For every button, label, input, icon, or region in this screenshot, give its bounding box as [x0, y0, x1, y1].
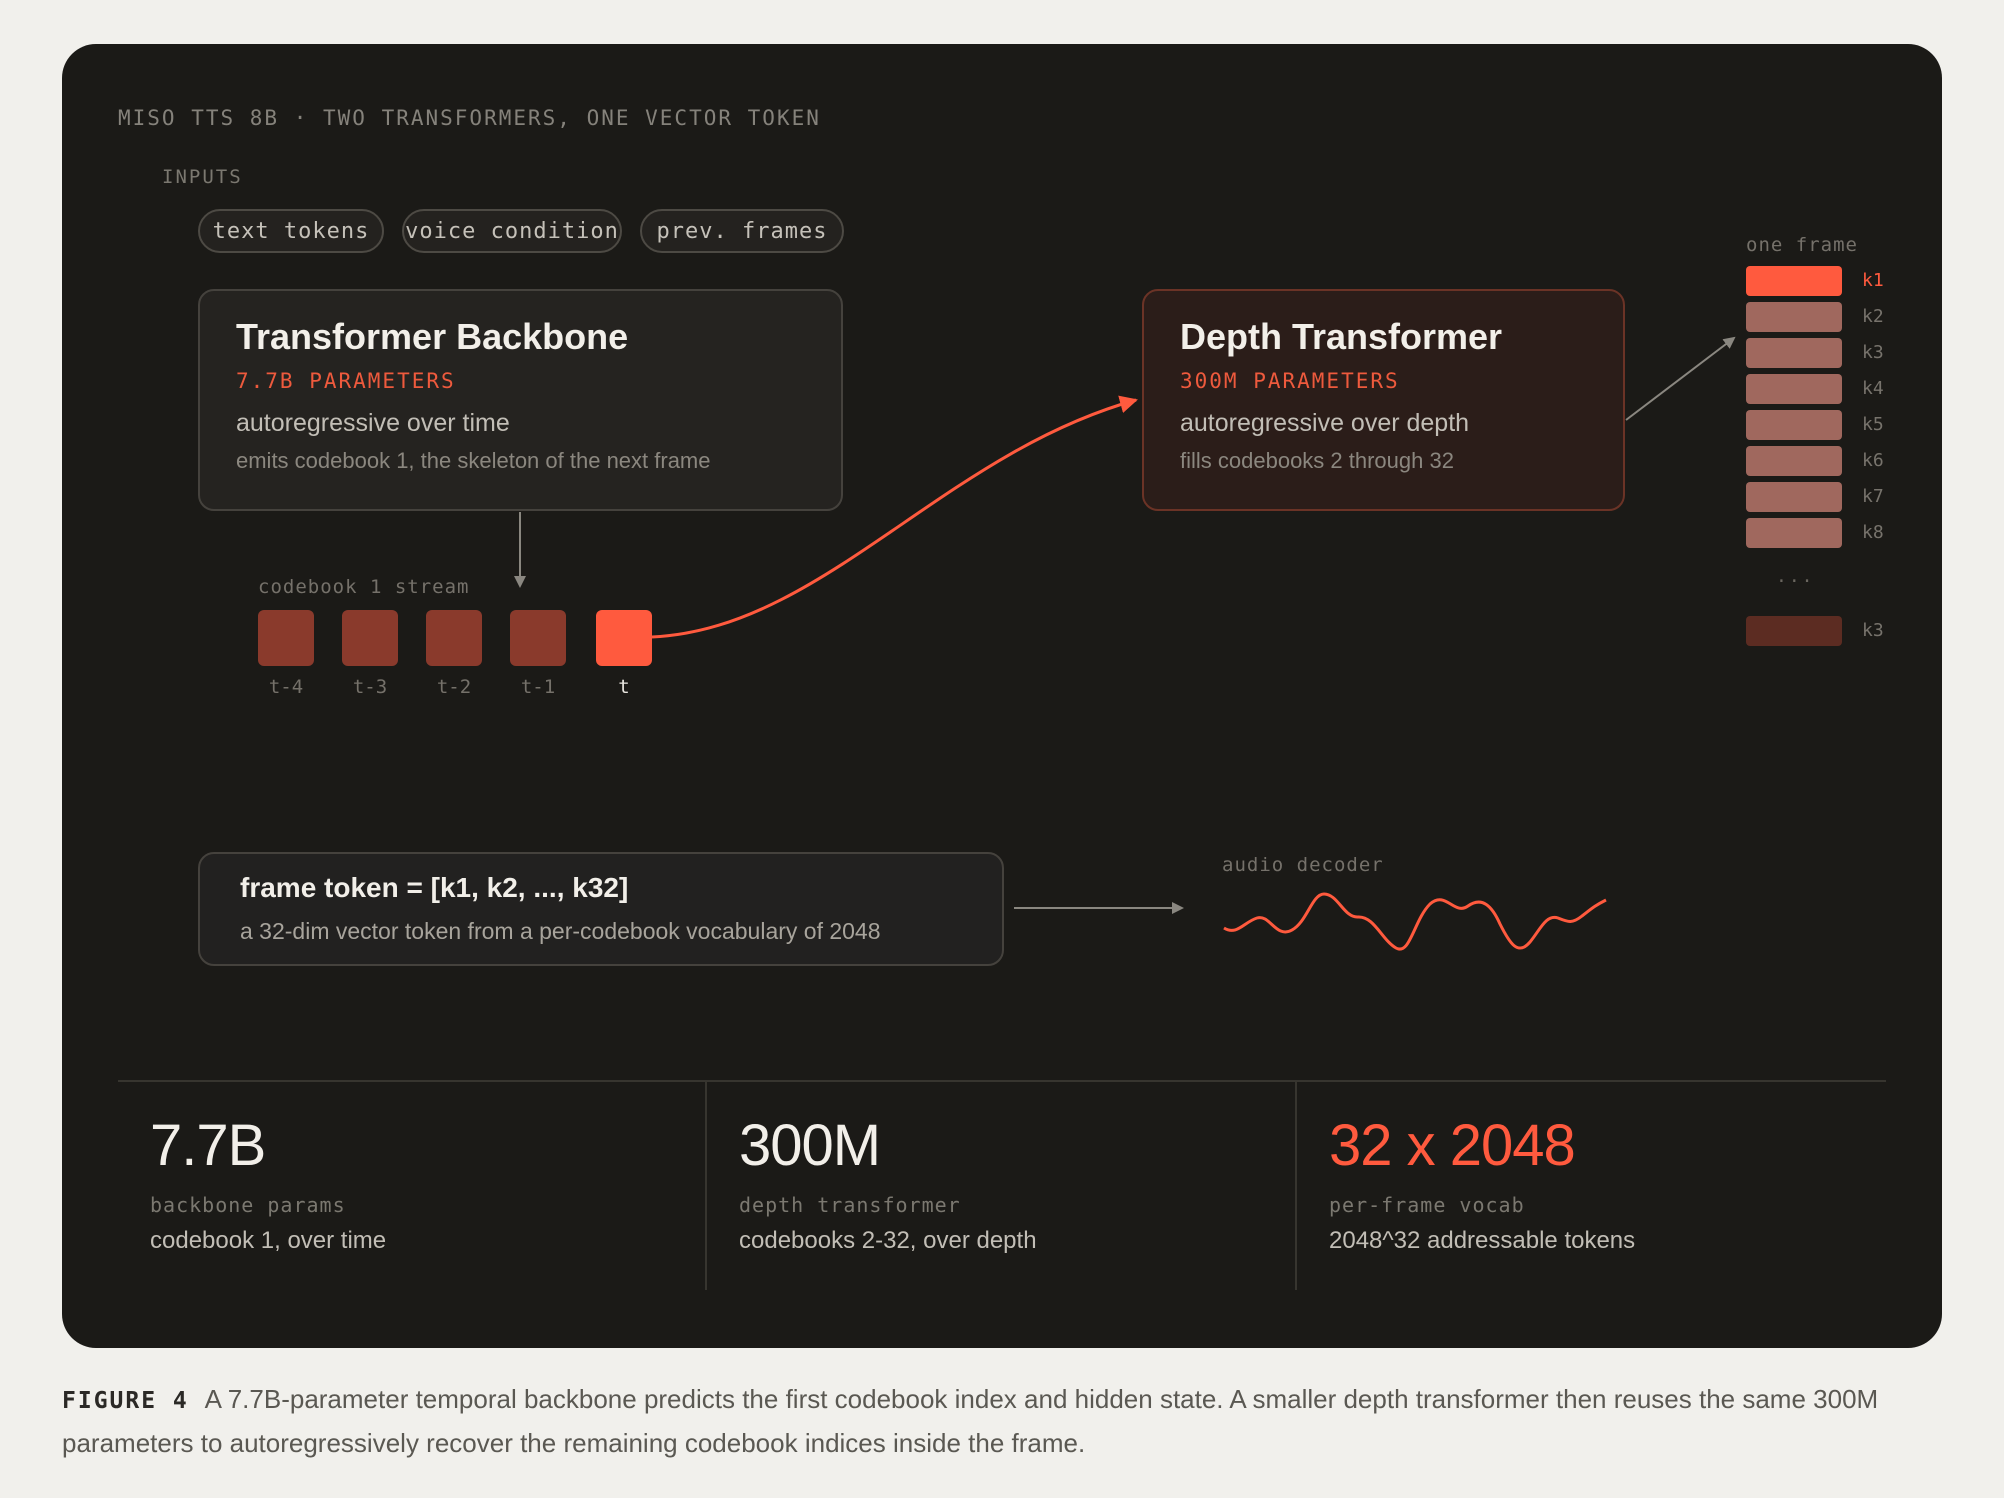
codebook-step-label: t-1: [520, 676, 556, 698]
audio-decoder-label: audio decoder: [1222, 854, 1384, 876]
depth-transformer-box: Depth Transformer 300M PARAMETERS autore…: [1142, 289, 1625, 511]
frame-codebook-bar-last: [1746, 616, 1842, 646]
caption-text: A 7.7B-parameter temporal backbone predi…: [62, 1384, 1879, 1458]
audio-waveform: [1223, 892, 1607, 951]
input-pill-text-tokens: text tokens: [198, 209, 384, 253]
frame-codebook-label: k4: [1862, 378, 1884, 399]
stat-label: backbone params: [150, 1193, 346, 1217]
stream-to-depth-arrow: [651, 395, 1138, 639]
stats-column-divider: [1295, 1082, 1297, 1290]
stat-desc: codebook 1, over time: [150, 1227, 387, 1254]
stat-label: depth transformer: [739, 1193, 961, 1217]
depth-title: Depth Transformer: [1180, 316, 1503, 357]
stat-value: 32 x 2048: [1329, 1113, 1576, 1178]
frame-codebook-label: k5: [1862, 414, 1884, 435]
backbone-desc-secondary: emits codebook 1, the skeleton of the ne…: [236, 447, 711, 473]
frame-codebook-bar-k3: [1746, 338, 1842, 368]
diagram-header: MISO TTS 8B · TWO TRANSFORMERS, ONE VECT…: [118, 106, 821, 130]
frame-codebook-bar-k2: [1746, 302, 1842, 332]
codebook-step-label: t-4: [268, 676, 304, 698]
frame-codebook-bar-k8: [1746, 518, 1842, 548]
stats-divider: [118, 1080, 1886, 1082]
frame-codebook-bar-k4: [1746, 374, 1842, 404]
stat-label: per-frame vocab: [1329, 1193, 1525, 1217]
figure-caption: FIGURE 4 A 7.7B-parameter temporal backb…: [62, 1378, 1942, 1464]
codebook-step-label: t-3: [352, 676, 388, 698]
frame-token-desc: a 32-dim vector token from a per-codeboo…: [240, 918, 881, 944]
frame-codebook-label: k6: [1862, 450, 1884, 471]
stat-vocab: 32 x 2048 per-frame vocab 2048^32 addres…: [1329, 1112, 1869, 1255]
connector-layer: [514, 336, 1736, 951]
inputs-label: INPUTS: [162, 166, 243, 188]
frame-codebook-label: k1: [1862, 270, 1884, 291]
stat-desc: 2048^32 addressable tokens: [1329, 1227, 1636, 1254]
frame-codebook-label: k2: [1862, 306, 1884, 327]
backbone-title: Transformer Backbone: [236, 316, 629, 357]
stats-column-divider: [705, 1082, 707, 1290]
codebook-cell-t-4: [258, 610, 314, 666]
depth-to-frame-arrow: [1625, 336, 1736, 421]
stat-value: 7.7B: [150, 1113, 266, 1178]
codebook-step-label-current: t: [618, 676, 630, 698]
frame-codebook-label-last: k3: [1862, 620, 1884, 641]
stat-value: 300M: [739, 1113, 881, 1178]
depth-desc-secondary: fills codebooks 2 through 32: [1180, 447, 1454, 473]
codebook-cell-t-3: [342, 610, 398, 666]
codebook-cell-t-current: [596, 610, 652, 666]
stat-backbone: 7.7B backbone params codebook 1, over ti…: [150, 1112, 690, 1255]
frame-token-box: frame token = [k1, k2, ..., k32] a 32-di…: [198, 852, 1004, 966]
backbone-desc-primary: autoregressive over time: [236, 408, 510, 437]
frame-codebook-bar-k5: [1746, 410, 1842, 440]
frame-token-title: frame token = [k1, k2, ..., k32]: [240, 872, 629, 903]
frame-codebook-label: k8: [1862, 522, 1884, 543]
codebook-cell-t-2: [426, 610, 482, 666]
diagram-panel: MISO TTS 8B · TWO TRANSFORMERS, ONE VECT…: [62, 44, 1942, 1348]
input-pill-voice-condition: voice condition: [402, 209, 622, 253]
frame-codebook-bar-k7: [1746, 482, 1842, 512]
frame-codebook-label: k7: [1862, 486, 1884, 507]
frame-codebook-label: k3: [1862, 342, 1884, 363]
depth-desc-primary: autoregressive over depth: [1180, 408, 1470, 437]
input-pill-prev-frames: prev. frames: [640, 209, 844, 253]
figure-number: FIGURE 4: [62, 1388, 189, 1414]
transformer-backbone-box: Transformer Backbone 7.7B PARAMETERS aut…: [198, 289, 843, 511]
codebook-stream-label: codebook 1 stream: [258, 576, 470, 598]
codebook-cell-t-1: [510, 610, 566, 666]
depth-params: 300M PARAMETERS: [1180, 368, 1400, 393]
frame-codebook-ellipsis: ...: [1776, 566, 1815, 587]
stat-depth: 300M depth transformer codebooks 2-32, o…: [739, 1112, 1279, 1255]
frame-codebook-bar-k6: [1746, 446, 1842, 476]
backbone-params: 7.7B PARAMETERS: [236, 368, 456, 393]
one-frame-label: one frame: [1746, 234, 1858, 256]
codebook-step-label: t-2: [436, 676, 472, 698]
stat-desc: codebooks 2-32, over depth: [739, 1227, 1037, 1254]
frame-codebook-bar-k1: [1746, 266, 1842, 296]
